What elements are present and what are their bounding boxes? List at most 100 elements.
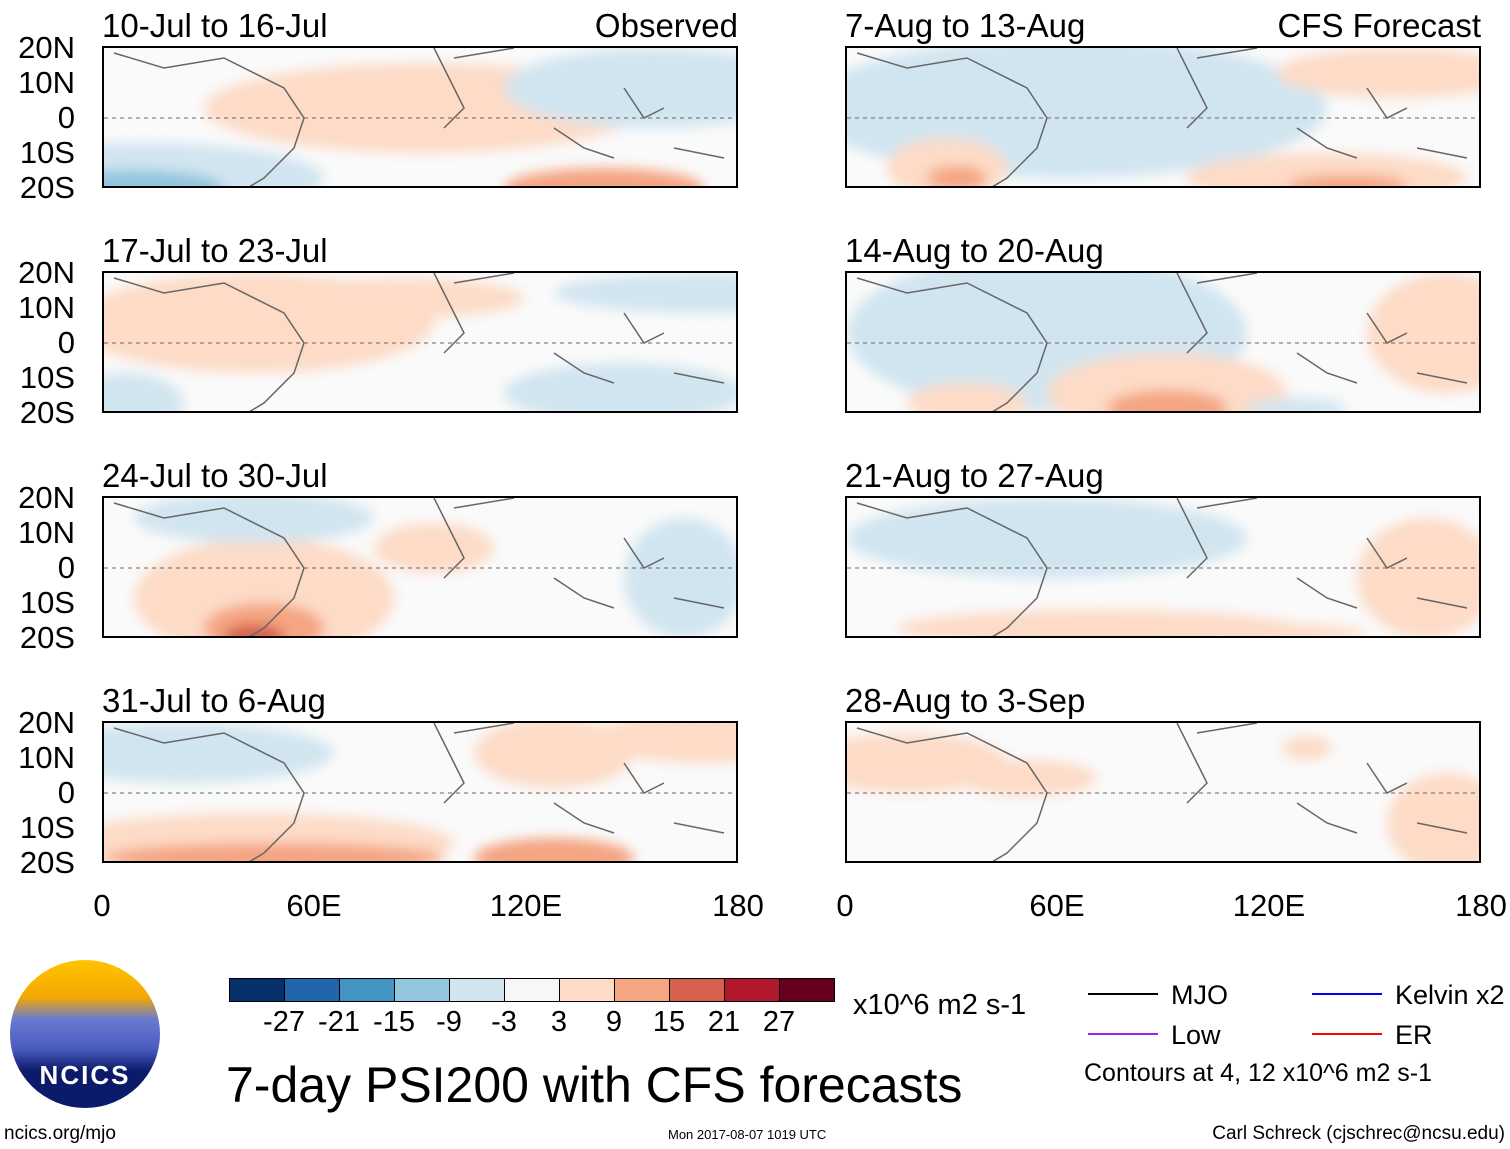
lat-label: 20S [19, 845, 75, 880]
lat-label: 10N [18, 65, 75, 100]
legend-label: ER [1395, 1020, 1433, 1050]
lon-label: 120E [1232, 888, 1306, 923]
coastline [113, 498, 725, 636]
lat-label: 0 [57, 325, 75, 360]
anomaly-shading [374, 523, 494, 573]
anomaly-shading [104, 373, 184, 411]
anomaly-shading [284, 278, 524, 318]
lat-label: 20N [18, 255, 75, 290]
colorbar-tick: -3 [491, 1006, 517, 1038]
lat-label: 20N [18, 480, 75, 515]
lon-label: 180 [1455, 888, 1507, 923]
panel-title: 21-Aug to 27-Aug [845, 457, 1104, 494]
footer-url[interactable]: ncics.org/mjo [4, 1123, 116, 1144]
anomaly-shading [847, 498, 1247, 578]
anomaly-map [104, 723, 736, 861]
lat-label: 10N [18, 515, 75, 550]
legend-label: MJO [1171, 980, 1228, 1010]
coastline [856, 498, 1468, 636]
anomaly-map [104, 273, 736, 411]
panel-title: 17-Jul to 23-Jul [102, 232, 328, 269]
lat-label: 10N [18, 290, 75, 325]
coastline [113, 48, 725, 186]
contour-note: Contours at 4, 12 x10^6 m2 s-1 [1084, 1059, 1433, 1087]
panel-title: 14-Aug to 20-Aug [845, 232, 1104, 269]
colorbar-swatch [229, 978, 285, 1002]
coastline [113, 273, 725, 411]
anomaly-shading [504, 48, 736, 128]
colorbar-tick: -9 [436, 1006, 462, 1038]
legend-line [1312, 1033, 1382, 1035]
map-panel [845, 46, 1481, 188]
anomaly-shading [1247, 398, 1347, 411]
colorbar-swatch [779, 978, 835, 1002]
anomaly-map [847, 498, 1479, 636]
legend-label: Low [1171, 1020, 1221, 1050]
anomaly-shading [624, 518, 736, 636]
colorbar-swatch [339, 978, 395, 1002]
panel-title: 24-Jul to 30-Jul [102, 457, 328, 494]
colorbar-tick: 27 [762, 1006, 796, 1038]
panel-title: 28-Aug to 3-Sep [845, 682, 1086, 719]
map-panel [102, 46, 738, 188]
anomaly-shading [134, 498, 374, 543]
lat-label: 0 [57, 550, 75, 585]
coastline [856, 48, 1468, 186]
lat-label: 10S [19, 135, 75, 170]
anomaly-shading [1287, 175, 1407, 186]
anomaly-shading [1367, 273, 1479, 393]
lon-label: 60E [286, 888, 342, 923]
lon-label: 120E [489, 888, 563, 923]
anomaly-shading [1357, 518, 1479, 636]
legend-line [1312, 993, 1382, 995]
logo-text: NCICS [39, 1060, 131, 1090]
map-panel [845, 496, 1481, 638]
anomaly-shading [1047, 353, 1287, 411]
coastline [856, 273, 1468, 411]
lat-label: 20N [18, 30, 75, 65]
colorbar-swatch [449, 978, 505, 1002]
anomaly-shading [474, 838, 634, 861]
legend-line [1088, 1033, 1158, 1035]
legend-line [1088, 993, 1158, 995]
anomaly-shading [1282, 736, 1332, 760]
anomaly-shading [1127, 623, 1367, 636]
anomaly-shading [104, 843, 444, 861]
colorbar-swatch [614, 978, 670, 1002]
anomaly-shading [1187, 153, 1467, 186]
lat-label: 20S [19, 620, 75, 655]
colorbar-tick: 15 [652, 1006, 686, 1038]
map-panel [102, 721, 738, 863]
colorbar-tick: -15 [373, 1006, 415, 1038]
coastline [113, 723, 725, 861]
logo: NCICS [10, 960, 160, 1108]
anomaly-shading [927, 166, 987, 186]
colorbar-swatch [724, 978, 780, 1002]
colorbar-tick: 9 [605, 1006, 623, 1038]
legend-label: Kelvin x2 [1395, 980, 1505, 1010]
anomaly-shading [1107, 390, 1227, 411]
anomaly-shading [907, 383, 1027, 411]
panel-title: 7-Aug to 13-Aug [845, 7, 1086, 44]
main-title: 7-day PSI200 with CFS forecasts [226, 1057, 963, 1113]
map-panel [845, 721, 1481, 863]
map-panel [102, 496, 738, 638]
lat-label: 0 [57, 100, 75, 135]
colorbar-swatch [559, 978, 615, 1002]
colorbar-tick: 3 [550, 1006, 568, 1038]
anomaly-shading [554, 273, 736, 313]
lon-label: 0 [93, 888, 111, 923]
anomaly-shading [104, 723, 334, 783]
lon-label: 60E [1029, 888, 1085, 923]
coastline [856, 723, 1468, 861]
anomaly-shading [474, 723, 634, 788]
colorbar-swatch [669, 978, 725, 1002]
anomaly-shading [1387, 773, 1479, 861]
lon-label: 180 [712, 888, 764, 923]
anomaly-shading [504, 168, 704, 186]
lat-label: 20S [19, 170, 75, 205]
lat-label: 20N [18, 705, 75, 740]
anomaly-shading [504, 363, 736, 411]
anomaly-shading [224, 624, 284, 636]
lat-label: 10N [18, 740, 75, 775]
